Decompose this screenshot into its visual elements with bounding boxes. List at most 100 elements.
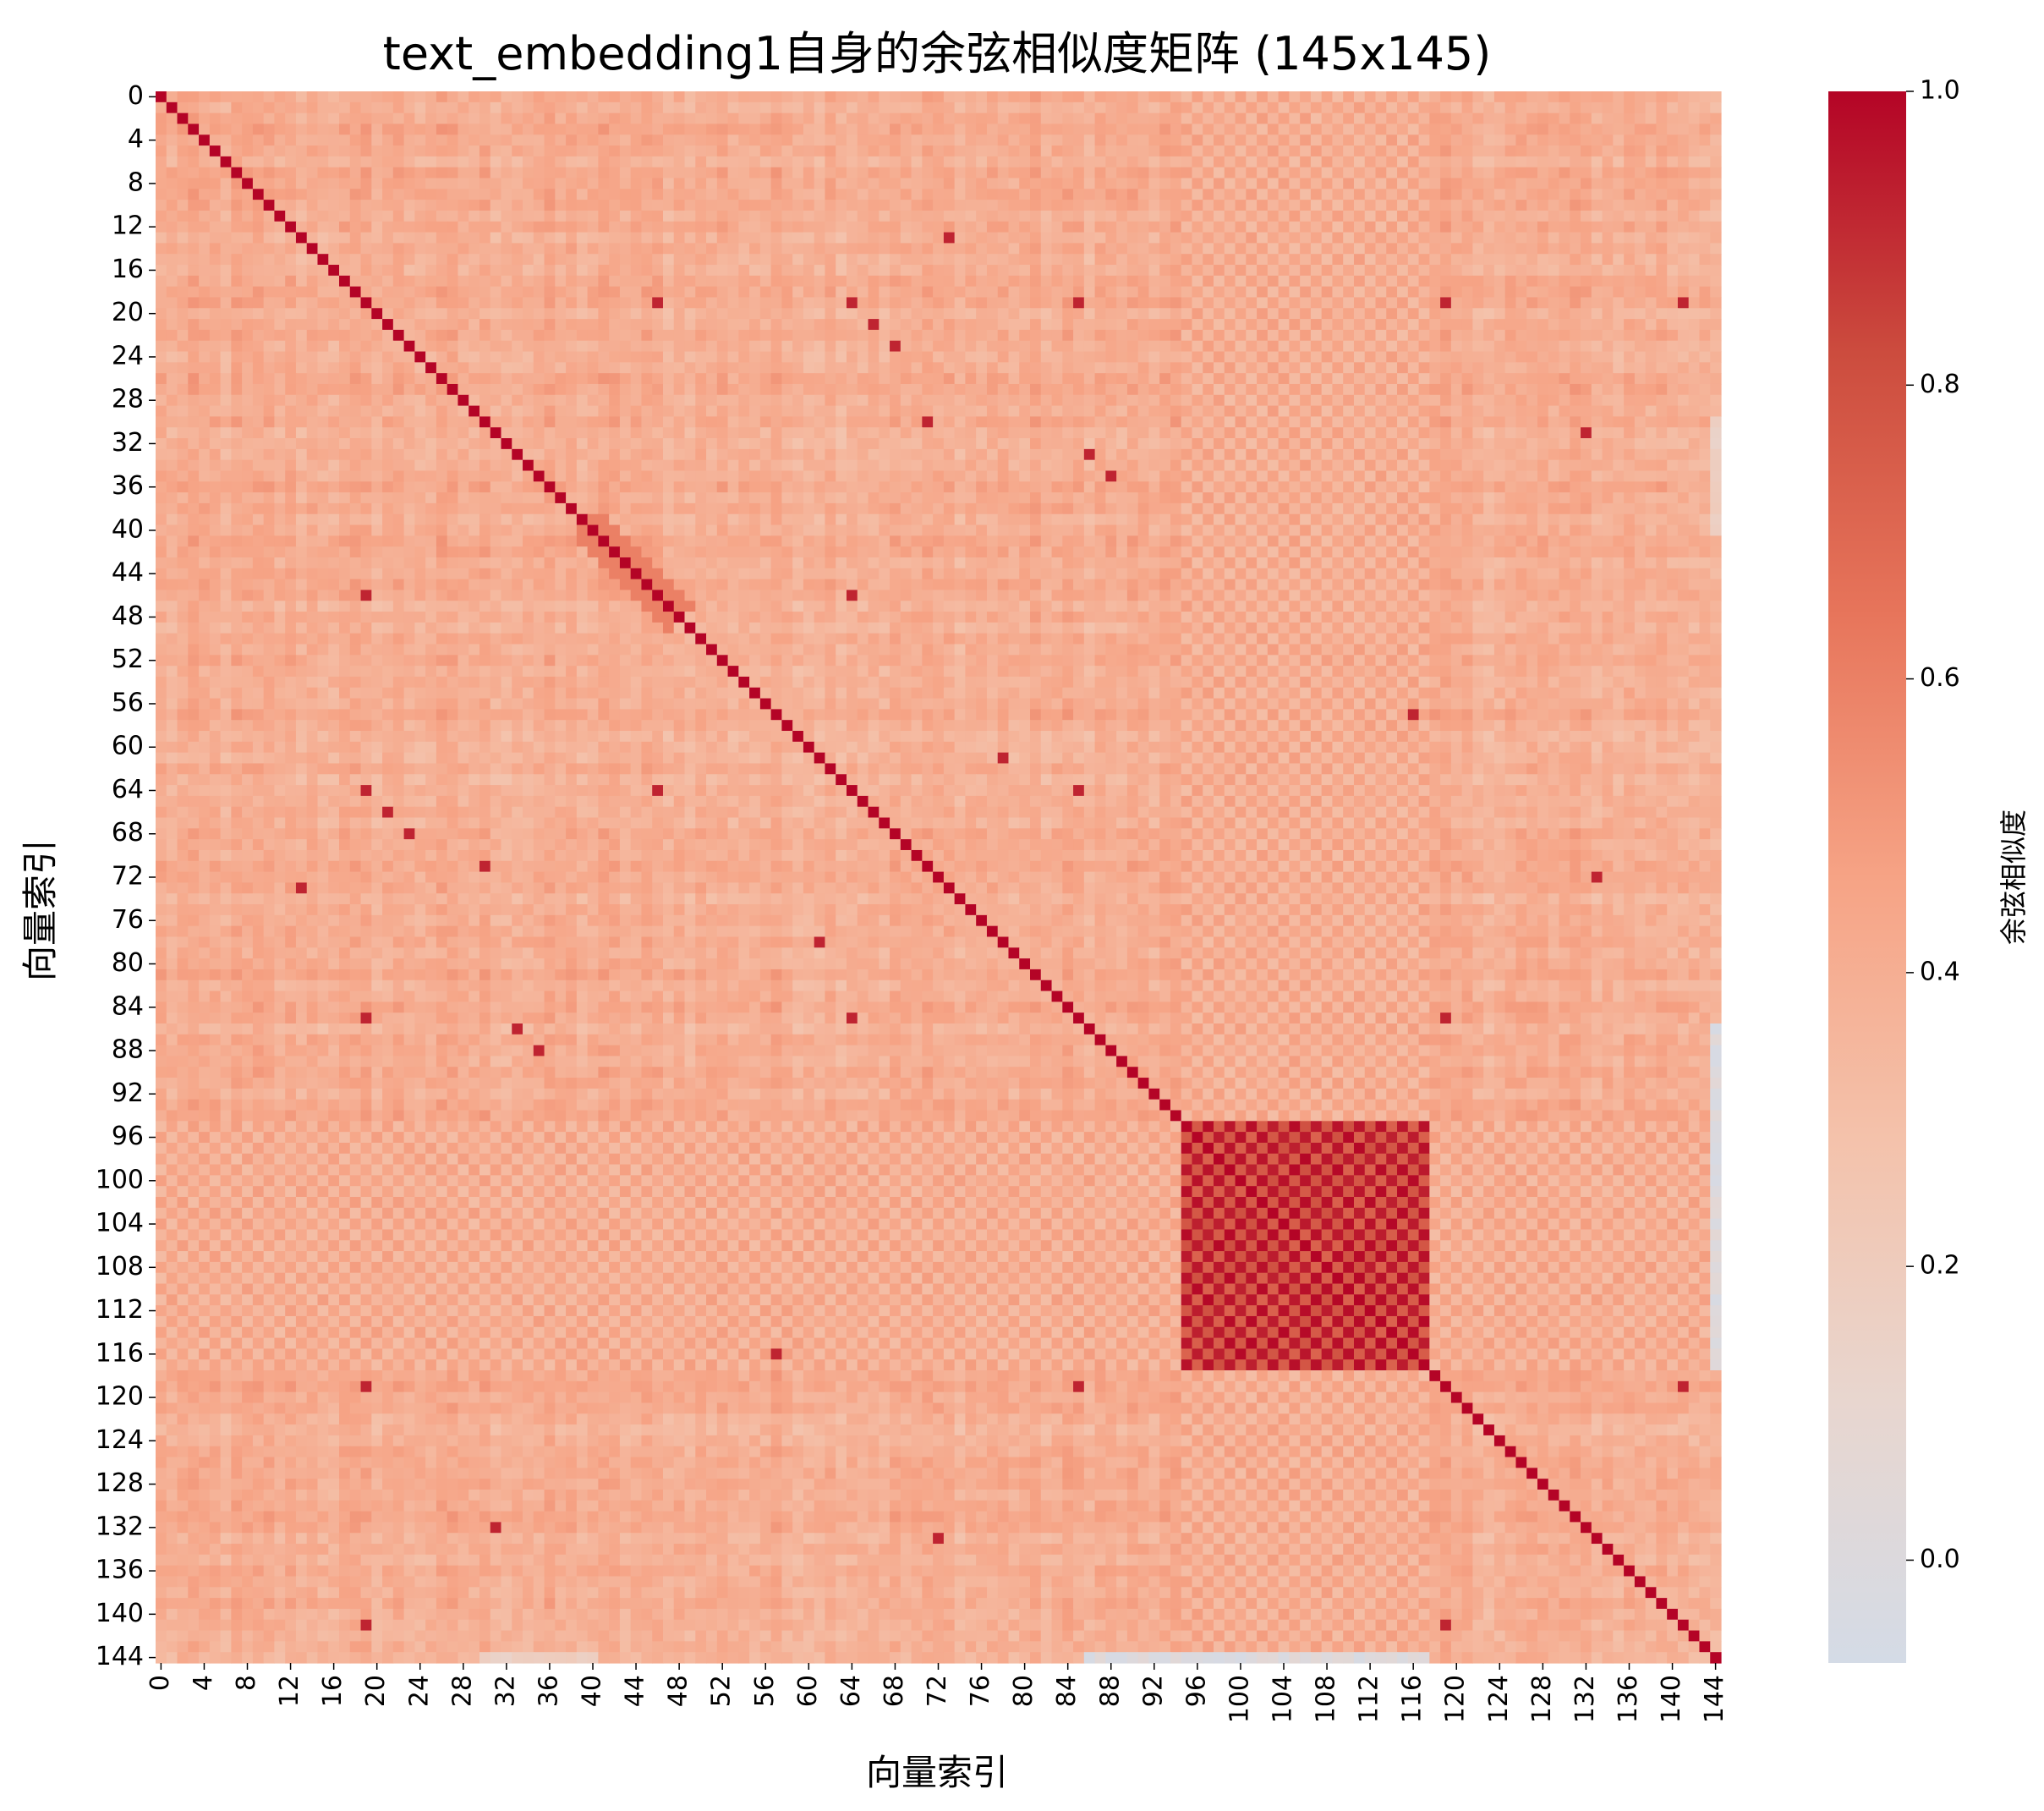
heatmap-cell <box>577 308 588 319</box>
heatmap-cell <box>1332 373 1343 384</box>
heatmap-cell <box>1537 352 1548 363</box>
heatmap-cell <box>1472 200 1483 211</box>
heatmap-cell <box>1494 243 1505 254</box>
heatmap-cell <box>458 373 469 384</box>
heatmap-cell <box>663 178 674 189</box>
heatmap-cell <box>944 406 955 417</box>
heatmap-cell <box>760 233 771 244</box>
heatmap-cell <box>1279 297 1290 308</box>
heatmap-cell <box>1515 233 1526 244</box>
heatmap-cell <box>1289 427 1300 438</box>
heatmap-cell <box>1440 211 1451 222</box>
heatmap-cell <box>490 167 501 178</box>
heatmap-cell <box>955 211 966 222</box>
heatmap-cell <box>771 395 782 406</box>
heatmap-cell <box>1515 200 1526 211</box>
heatmap-cell <box>738 265 749 276</box>
heatmap-cell <box>803 308 814 319</box>
heatmap-cell <box>1462 362 1473 373</box>
heatmap-cell <box>1225 287 1236 298</box>
heatmap-cell <box>663 341 674 352</box>
heatmap-cell <box>1483 438 1494 449</box>
heatmap-cell <box>393 113 404 124</box>
heatmap-cell <box>771 449 782 460</box>
heatmap-cell <box>1084 341 1095 352</box>
heatmap-cell <box>404 449 415 460</box>
heatmap-cell <box>178 134 189 145</box>
heatmap-cell <box>296 91 307 102</box>
heatmap-cell <box>1592 167 1603 178</box>
heatmap-cell <box>1268 276 1279 287</box>
heatmap-cell <box>1472 113 1483 124</box>
heatmap-cell <box>1646 211 1657 222</box>
heatmap-cell <box>1646 222 1657 233</box>
heatmap-cell <box>1537 200 1548 211</box>
heatmap-cell <box>501 91 512 102</box>
heatmap-cell <box>781 102 792 113</box>
heatmap-cell <box>221 319 232 330</box>
heatmap-cell <box>1365 395 1376 406</box>
heatmap-cell <box>1581 395 1592 406</box>
heatmap-cell <box>296 352 307 363</box>
heatmap-cell <box>1332 134 1343 145</box>
heatmap-cell <box>1105 330 1116 341</box>
heatmap-cell <box>609 145 620 156</box>
heatmap-cell <box>717 384 728 395</box>
heatmap-cell <box>534 330 545 341</box>
heatmap-cell <box>1322 297 1333 308</box>
heatmap-cell <box>641 406 652 417</box>
heatmap-cell <box>955 395 966 406</box>
heatmap-cell <box>555 362 566 373</box>
heatmap-cell <box>1343 222 1354 233</box>
heatmap-cell <box>545 427 556 438</box>
heatmap-cell <box>156 287 167 298</box>
heatmap-cell <box>479 211 490 222</box>
heatmap-cell <box>1008 341 1019 352</box>
heatmap-cell <box>231 167 242 178</box>
heatmap-cell <box>425 406 436 417</box>
heatmap-cell <box>620 254 631 265</box>
heatmap-cell <box>912 102 923 113</box>
heatmap-cell <box>879 265 890 276</box>
heatmap-cell <box>156 384 167 395</box>
heatmap-cell <box>1483 341 1494 352</box>
heatmap-cell <box>242 330 253 341</box>
heatmap-cell <box>738 297 749 308</box>
heatmap-cell <box>1148 427 1159 438</box>
heatmap-cell <box>1300 265 1311 276</box>
heatmap-cell <box>858 167 869 178</box>
heatmap-cell <box>1041 287 1052 298</box>
heatmap-cell <box>1440 123 1451 134</box>
heatmap-cell <box>566 134 577 145</box>
heatmap-cell <box>566 406 577 417</box>
heatmap-cell <box>1526 319 1537 330</box>
heatmap-cell <box>178 352 189 363</box>
heatmap-cell <box>199 200 210 211</box>
heatmap-cell <box>1138 145 1149 156</box>
heatmap-cell <box>944 438 955 449</box>
heatmap-cell <box>771 362 782 373</box>
heatmap-cell <box>199 287 210 298</box>
heatmap-cell <box>242 156 253 167</box>
heatmap-cell <box>1300 416 1311 427</box>
heatmap-cell <box>792 341 803 352</box>
heatmap-cell <box>1462 395 1473 406</box>
heatmap-cell <box>371 416 382 427</box>
heatmap-cell <box>998 167 1009 178</box>
heatmap-cell <box>717 243 728 254</box>
heatmap-cell <box>922 319 933 330</box>
heatmap-cell <box>447 254 458 265</box>
heatmap-cell <box>1041 167 1052 178</box>
heatmap-cell <box>479 134 490 145</box>
heatmap-cell <box>1279 102 1290 113</box>
heatmap-cell <box>1408 123 1419 134</box>
heatmap-cell <box>231 156 242 167</box>
heatmap-cell <box>1462 233 1473 244</box>
heatmap-cell <box>545 362 556 373</box>
heatmap-cell <box>1214 167 1225 178</box>
heatmap-cell <box>652 438 663 449</box>
heatmap-cell <box>361 123 372 134</box>
heatmap-cell <box>1537 243 1548 254</box>
heatmap-cell <box>652 395 663 406</box>
heatmap-cell <box>1343 200 1354 211</box>
